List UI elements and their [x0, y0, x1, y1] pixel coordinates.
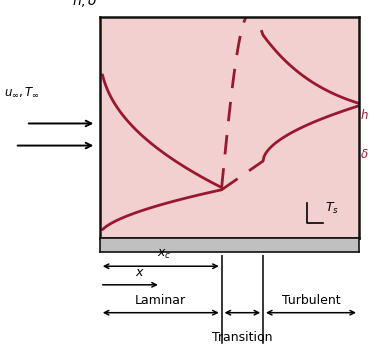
Text: $x$: $x$ — [135, 266, 145, 279]
Text: $x_c$: $x_c$ — [157, 247, 172, 261]
Text: δ (x): δ (x) — [361, 148, 370, 161]
Text: h (x): h (x) — [361, 109, 370, 122]
Text: $u_\infty, T_\infty$: $u_\infty, T_\infty$ — [4, 86, 40, 99]
Text: Turbulent: Turbulent — [282, 294, 340, 307]
Text: $h, \delta$: $h, \delta$ — [71, 0, 97, 9]
Text: $T_s$: $T_s$ — [325, 201, 339, 216]
Text: Transition: Transition — [212, 331, 273, 344]
Text: Laminar: Laminar — [135, 294, 186, 307]
